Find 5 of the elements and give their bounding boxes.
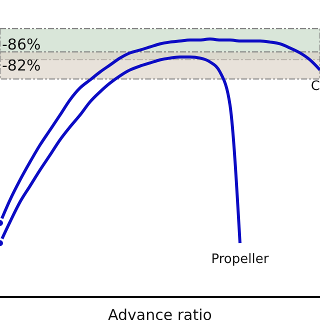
band-label: -82% bbox=[2, 56, 41, 75]
series-label: Propeller bbox=[211, 252, 270, 268]
series-label: C bbox=[310, 78, 320, 94]
band-label: -86% bbox=[2, 35, 41, 54]
x-axis-title: Advance ratio bbox=[108, 306, 212, 320]
